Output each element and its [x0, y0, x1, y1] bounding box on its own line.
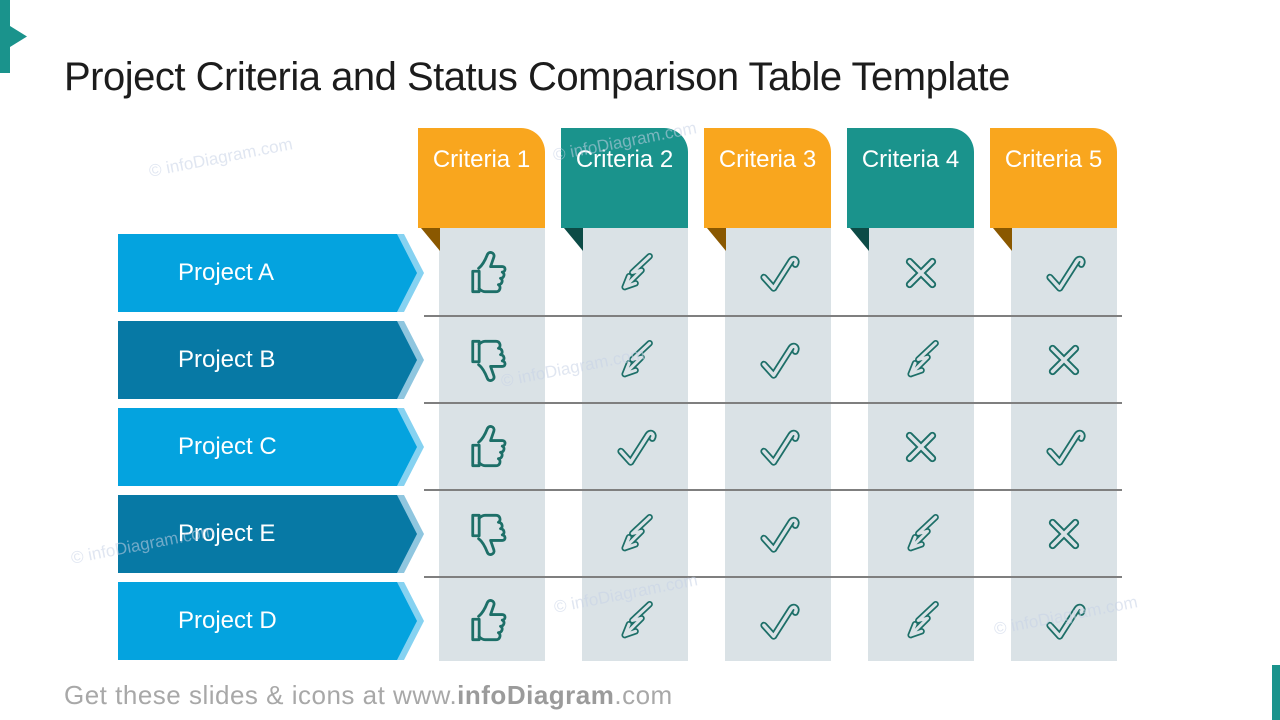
- status-cell-check[interactable]: [1011, 582, 1117, 660]
- status-cell-thumbs-down[interactable]: [439, 321, 545, 399]
- folded-corner: [993, 228, 1012, 251]
- column-header-label: Criteria 5: [1004, 146, 1103, 173]
- status-cell-lightning[interactable]: [582, 234, 688, 312]
- status-cell-thumbs-up[interactable]: [439, 408, 545, 486]
- row-divider-line: [424, 489, 1122, 491]
- row-label-text: Project C: [178, 433, 277, 460]
- row-label-project-e[interactable]: Project E: [118, 495, 417, 573]
- row-divider-line: [424, 576, 1122, 578]
- row-label-text: Project A: [178, 259, 275, 286]
- footer-credit: Get these slides & icons at www.infoDiag…: [64, 680, 673, 711]
- check-icon: [609, 421, 661, 473]
- status-cell-thumbs-up[interactable]: [439, 582, 545, 660]
- row-divider-line: [424, 402, 1122, 404]
- column-header-criteria-5[interactable]: Criteria 5: [990, 128, 1117, 251]
- footer-brand-link[interactable]: infoDiagram: [457, 680, 615, 710]
- lightning-icon: [895, 595, 947, 647]
- check-icon: [752, 334, 804, 386]
- top-left-accent-bar: [0, 0, 10, 73]
- lightning-icon: [609, 595, 661, 647]
- status-cell-check[interactable]: [725, 495, 831, 573]
- check-icon: [752, 508, 804, 560]
- status-cell-lightning[interactable]: [868, 321, 974, 399]
- row-label-project-b[interactable]: Project B: [118, 321, 417, 399]
- status-cell-check[interactable]: [725, 582, 831, 660]
- lightning-icon: [895, 334, 947, 386]
- status-cell-check[interactable]: [725, 321, 831, 399]
- status-cell-thumbs-down[interactable]: [439, 495, 545, 573]
- status-cell-lightning[interactable]: [868, 495, 974, 573]
- folded-corner: [421, 228, 440, 251]
- thumbs-up-icon: [464, 593, 520, 649]
- page-title: Project Criteria and Status Comparison T…: [64, 54, 1010, 99]
- footer-text-prefix: Get these slides & icons at www.: [64, 680, 458, 710]
- column-header-label: Criteria 3: [718, 146, 817, 173]
- status-cell-lightning[interactable]: [582, 582, 688, 660]
- check-icon: [1038, 421, 1090, 473]
- status-cell-lightning[interactable]: [868, 582, 974, 660]
- status-cell-check[interactable]: [725, 234, 831, 312]
- row-label-text: Project D: [178, 607, 277, 634]
- row-label-text: Project B: [178, 346, 276, 373]
- lightning-icon: [609, 508, 661, 560]
- status-cell-lightning[interactable]: [582, 495, 688, 573]
- footer-text-suffix: .com: [614, 680, 673, 710]
- status-cell-thumbs-up[interactable]: [439, 234, 545, 312]
- status-cell-lightning[interactable]: [582, 321, 688, 399]
- folded-corner: [850, 228, 869, 251]
- status-cell-check[interactable]: [725, 408, 831, 486]
- thumbs-up-icon: [464, 419, 520, 475]
- row-label-project-c[interactable]: Project C: [118, 408, 417, 486]
- column-header-label: Criteria 4: [861, 146, 960, 173]
- column-header-criteria-1[interactable]: Criteria 1: [418, 128, 545, 251]
- column-header-label: Criteria 2: [575, 146, 674, 173]
- thumbs-up-icon: [464, 245, 520, 301]
- lightning-icon: [609, 334, 661, 386]
- column-background: [725, 228, 831, 661]
- check-icon: [1038, 247, 1090, 299]
- check-icon: [752, 595, 804, 647]
- lightning-icon: [609, 247, 661, 299]
- row-divider-line: [424, 315, 1122, 317]
- row-label-project-d[interactable]: Project D: [118, 582, 417, 660]
- column-header-criteria-4[interactable]: Criteria 4: [847, 128, 974, 251]
- cross-icon: [1038, 508, 1090, 560]
- status-cell-check[interactable]: [1011, 408, 1117, 486]
- status-cell-cross[interactable]: [1011, 321, 1117, 399]
- check-icon: [1038, 595, 1090, 647]
- bottom-right-accent-bar: [1272, 665, 1280, 720]
- cross-icon: [895, 421, 947, 473]
- column-header-label: Criteria 1: [432, 146, 531, 173]
- row-label-text: Project E: [178, 520, 276, 547]
- status-cell-check[interactable]: [1011, 234, 1117, 312]
- folded-corner: [564, 228, 583, 251]
- column-background: [1011, 228, 1117, 661]
- status-cell-cross[interactable]: [868, 408, 974, 486]
- cross-icon: [1038, 334, 1090, 386]
- cross-icon: [895, 247, 947, 299]
- status-cell-cross[interactable]: [868, 234, 974, 312]
- column-header-criteria-2[interactable]: Criteria 2: [561, 128, 688, 251]
- column-background: [439, 228, 545, 661]
- column-header-criteria-3[interactable]: Criteria 3: [704, 128, 831, 251]
- status-cell-check[interactable]: [582, 408, 688, 486]
- thumbs-down-icon: [464, 506, 520, 562]
- lightning-icon: [895, 508, 947, 560]
- folded-corner: [707, 228, 726, 251]
- thumbs-down-icon: [464, 332, 520, 388]
- check-icon: [752, 247, 804, 299]
- row-label-project-a[interactable]: Project A: [118, 234, 417, 312]
- status-cell-cross[interactable]: [1011, 495, 1117, 573]
- check-icon: [752, 421, 804, 473]
- column-background: [582, 228, 688, 661]
